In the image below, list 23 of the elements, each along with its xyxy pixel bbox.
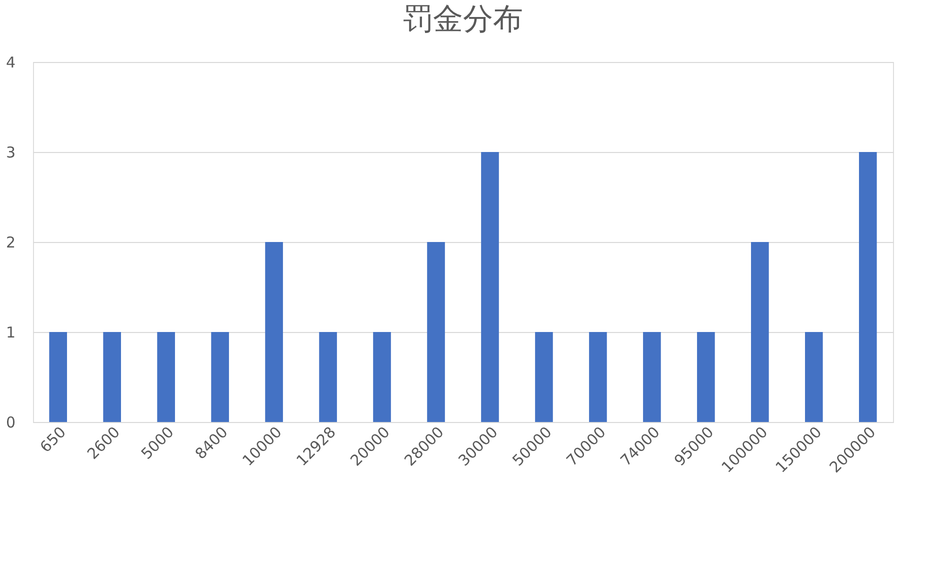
bar [805, 332, 823, 422]
y-tick-label: 2 [6, 234, 16, 252]
bar [265, 242, 283, 422]
x-tick-label: 650 [36, 423, 70, 456]
y-tick-label: 4 [6, 54, 16, 72]
bar [858, 152, 877, 422]
y-tick-label: 0 [6, 414, 16, 432]
y-tick-label: 3 [6, 144, 16, 162]
bar [535, 332, 553, 422]
bar [49, 332, 68, 422]
bar [373, 332, 391, 422]
bar [481, 152, 499, 422]
bar [643, 332, 661, 422]
bar [697, 332, 715, 422]
bar [751, 242, 769, 422]
bar [319, 332, 337, 422]
y-tick-label: 1 [6, 324, 16, 342]
bar [103, 332, 121, 422]
bar [589, 332, 607, 422]
bar [427, 242, 445, 422]
bar [157, 332, 175, 422]
chart-title: 罚金分布 [403, 2, 523, 37]
bar [211, 332, 229, 422]
